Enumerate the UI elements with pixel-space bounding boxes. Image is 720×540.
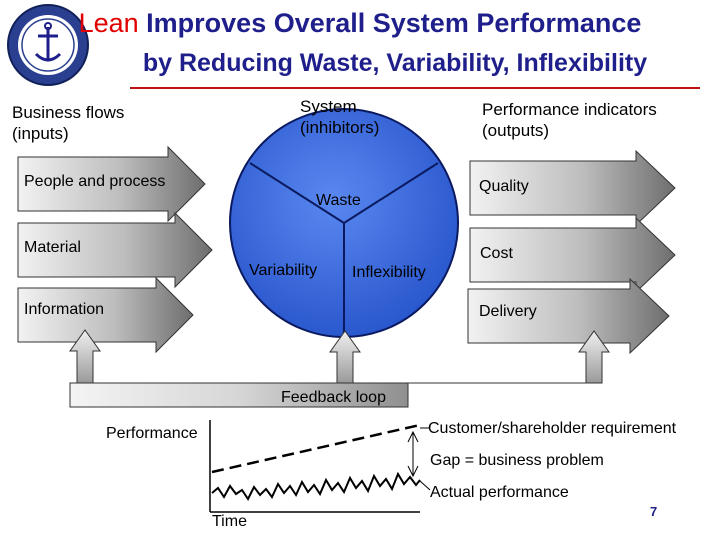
inputs-header: Business flows (inputs) xyxy=(12,102,124,144)
inhibitor-waste: Waste xyxy=(316,192,361,209)
actual-label: Actual performance xyxy=(430,484,569,501)
title-emphasis: Lean xyxy=(78,8,139,38)
input-label-information: Information xyxy=(24,301,105,318)
actual-leader xyxy=(419,480,431,491)
feedback-up-arrow-center xyxy=(329,330,361,384)
title-rest: Improves Overall System Performance xyxy=(138,8,642,38)
feedback-bar xyxy=(69,382,409,408)
inputs-header-line1: Business flows xyxy=(12,103,125,122)
output-arrow-delivery xyxy=(467,277,670,355)
requirement-line xyxy=(211,423,421,474)
system-header-line1: System xyxy=(300,97,357,116)
input-arrow-people xyxy=(17,145,206,223)
inhibitor-variability: Variability xyxy=(249,262,318,279)
inputs-header-line2: (inputs) xyxy=(12,124,69,143)
circle-dividers xyxy=(249,162,439,337)
graph-x-label: Time xyxy=(212,513,247,530)
output-label-quality: Quality xyxy=(479,178,529,195)
page-number: 7 xyxy=(650,504,658,519)
output-arrow-quality xyxy=(469,149,676,227)
outputs-header: Performance indicators (outputs) xyxy=(482,99,657,141)
input-arrow-information xyxy=(17,276,194,354)
system-header: System (inhibitors) xyxy=(300,96,379,138)
page-title-line2: by Reducing Waste, Variability, Inflexib… xyxy=(142,49,648,77)
feedback-up-arrow-left xyxy=(69,329,101,384)
graph-y-label: Performance xyxy=(106,425,198,442)
input-label-material: Material xyxy=(24,239,81,256)
output-label-delivery: Delivery xyxy=(479,303,537,320)
feedback-up-arrow-right xyxy=(578,330,610,384)
outputs-header-line1: Performance indicators xyxy=(482,100,657,119)
input-arrow-material xyxy=(17,211,213,289)
outputs-header-line2: (outputs) xyxy=(482,121,550,140)
actual-performance-line xyxy=(211,471,421,501)
output-label-cost: Cost xyxy=(480,245,513,262)
requirement-label: Customer/shareholder requirement xyxy=(428,420,677,437)
system-header-line2: (inhibitors) xyxy=(300,118,380,137)
input-label-people: People and process xyxy=(24,173,166,190)
gap-marker-heads xyxy=(407,430,419,478)
feedback-label: Feedback loop xyxy=(281,389,386,406)
navy-seal-logo xyxy=(7,4,89,86)
output-arrow-cost xyxy=(469,216,676,294)
inhibitor-inflexibility: Inflexibility xyxy=(352,264,426,281)
gap-label: Gap = business problem xyxy=(430,452,604,469)
page-title-line1: Lean Improves Overall System Performance xyxy=(0,8,720,39)
performance-graph xyxy=(209,420,431,513)
